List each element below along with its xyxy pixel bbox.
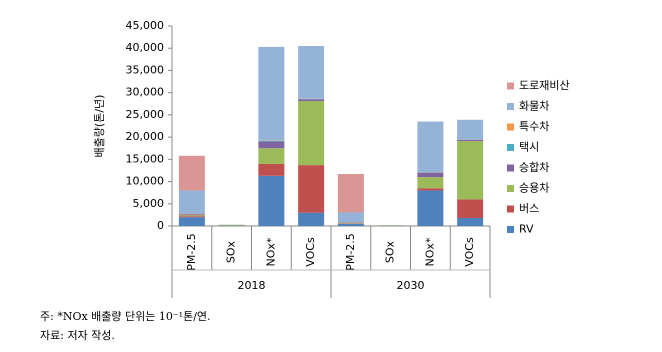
- bar-segment: [298, 213, 324, 226]
- bar-segment: [417, 190, 443, 226]
- bar-segment: [258, 164, 284, 176]
- note: 주: *NOx 배출량 단위는 10⁻¹톤/연.: [40, 310, 211, 323]
- bar-segment: [179, 190, 205, 214]
- bar-segment: [298, 101, 324, 165]
- bar-segment: [179, 216, 205, 217]
- bar-segment: [258, 47, 284, 140]
- bar-segment: [258, 176, 284, 226]
- x-tick-label: PM-2.5: [344, 233, 357, 271]
- x-tick-label: VOCs: [463, 237, 476, 267]
- x-tick-label: SOx: [384, 240, 397, 263]
- legend-swatch: [507, 103, 514, 110]
- legend-label: 특수차: [519, 120, 549, 133]
- y-tick-label: 30,000: [126, 86, 165, 99]
- bar-segment: [179, 214, 205, 215]
- x-tick-label: NOx*: [423, 237, 436, 266]
- legend-swatch: [507, 144, 514, 151]
- bar-segment: [417, 188, 443, 190]
- legend-swatch: [507, 226, 514, 233]
- legend-label: 화물차: [519, 100, 549, 113]
- legend-swatch: [507, 185, 514, 192]
- legend-label: 승용차: [519, 182, 549, 195]
- x-tick-label: PM-2.5: [185, 233, 198, 271]
- bar-segment: [457, 218, 483, 226]
- y-tick-label: 15,000: [126, 152, 165, 165]
- group-label: 2018: [238, 279, 266, 292]
- bar-segment: [298, 46, 324, 99]
- bar-segment: [258, 141, 284, 142]
- legend-label: RV: [519, 223, 534, 236]
- bar-segment: [179, 217, 205, 226]
- bar-segment: [338, 174, 364, 212]
- bar-segment: [417, 122, 443, 172]
- legend-swatch: [507, 206, 514, 213]
- group-label: 2030: [397, 279, 425, 292]
- y-tick-label: 40,000: [126, 41, 165, 54]
- note: 자료: 저자 작성.: [40, 329, 115, 342]
- y-tick-label: 45,000: [126, 19, 165, 32]
- legend-label: 도로재비산: [519, 79, 570, 92]
- bar-segment: [457, 140, 483, 141]
- y-tick-label: 35,000: [126, 63, 165, 76]
- bar-segment: [338, 212, 364, 222]
- bar-segment: [258, 142, 284, 149]
- y-tick-label: 5,000: [133, 197, 165, 210]
- y-tick-label: 0: [157, 219, 164, 232]
- bar-segment: [417, 177, 443, 188]
- legend-label: 택시: [519, 141, 539, 154]
- y-axis-label: 배출량(톤/년): [93, 95, 106, 158]
- y-tick-label: 25,000: [126, 108, 165, 121]
- bar-segment: [457, 141, 483, 199]
- legend-swatch: [507, 165, 514, 172]
- bar-segment: [338, 224, 364, 226]
- bar-segment: [417, 173, 443, 177]
- legend-swatch: [507, 124, 514, 131]
- y-tick-label: 20,000: [126, 130, 165, 143]
- bar-segment: [219, 225, 245, 226]
- bar-segment: [258, 148, 284, 164]
- bar-segment: [298, 165, 324, 213]
- bar-segment: [298, 99, 324, 101]
- bar-segment: [179, 215, 205, 216]
- x-tick-label: SOx: [225, 240, 238, 263]
- x-tick-label: VOCs: [304, 237, 317, 267]
- bar-segment: [179, 156, 205, 191]
- bar-segment: [457, 120, 483, 140]
- x-tick-label: NOx*: [264, 237, 277, 266]
- y-tick-label: 10,000: [126, 175, 165, 188]
- legend-label: 버스: [519, 202, 539, 215]
- legend-swatch: [507, 83, 514, 90]
- bar-segment: [457, 199, 483, 218]
- legend-label: 승합차: [519, 161, 549, 174]
